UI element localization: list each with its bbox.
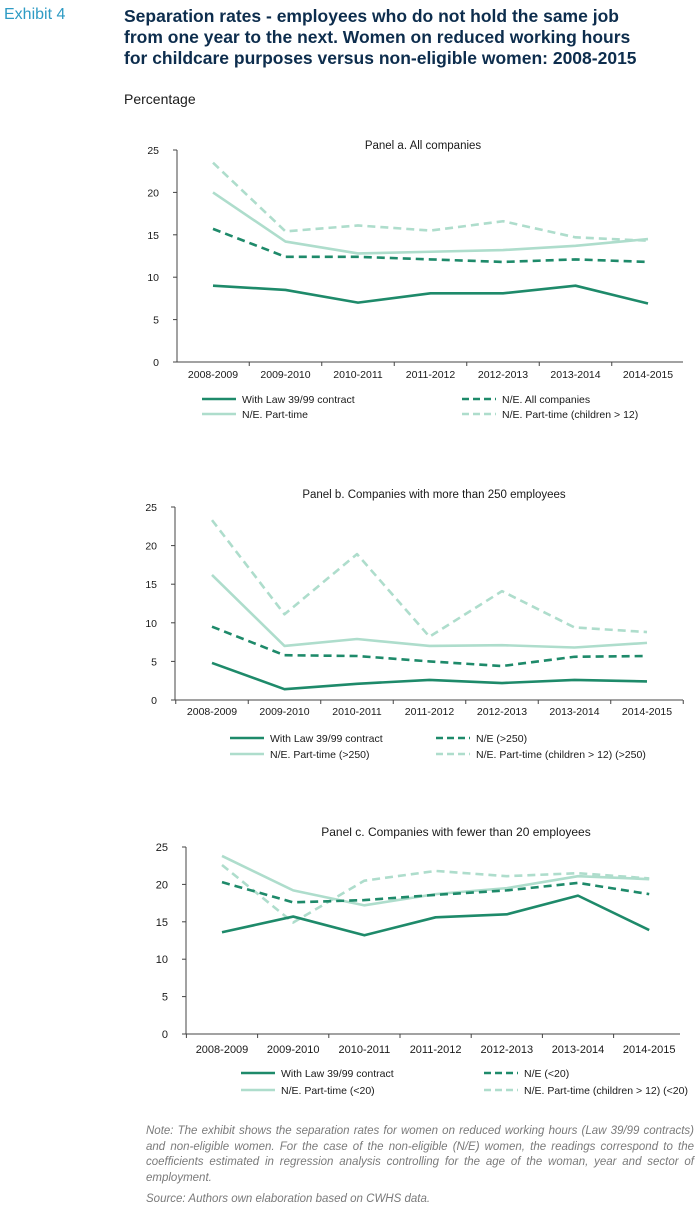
panel-b-y-tick-label: 5 [151, 656, 157, 668]
panel-a-x-tick-label: 2012-2013 [478, 369, 528, 381]
panel-a-y-tick-label: 10 [147, 272, 159, 284]
panel-c-x-tick-label: 2012-2013 [480, 1044, 533, 1056]
panel-b-x-tick-label: 2013-2014 [549, 706, 599, 718]
panel-b-x-tick-label: 2014-2015 [622, 706, 672, 718]
panel-a-x-tick-label: 2010-2011 [333, 369, 383, 381]
panel-a-x-tick-label: 2014-2015 [623, 369, 673, 381]
panel-a-legend-label-3: N/E. Part-time (children > 12) [502, 409, 638, 421]
panel-b-y-tick-label: 10 [145, 618, 157, 630]
panel-c-x-tick-label: 2014-2015 [623, 1044, 676, 1056]
source-note: Source: Authors own elaboration based on… [146, 1193, 431, 1205]
panel-c-x-tick-label: 2010-2011 [339, 1044, 391, 1056]
panel-b-x-tick-label: 2010-2011 [332, 706, 382, 718]
panel-c-legend-label-0: With Law 39/99 contract [281, 1068, 394, 1080]
panel-b-series-line-3 [210, 519, 648, 638]
panel-c-x-tick-label: 2009-2010 [267, 1044, 320, 1056]
panel-b-legend-label-3: N/E. Part-time (children > 12) (>250) [476, 749, 646, 761]
panel-a-x-tick-label: 2009-2010 [260, 369, 310, 381]
panel-a-series-line-3 [212, 161, 649, 243]
panel-a-chart: Panel a. All companies 0 5 10 15 20 25 2008-200… [147, 140, 683, 421]
panel-c-legend-label-2: N/E. Part-time (<20) [281, 1085, 375, 1097]
panel-c-series-line-3 [221, 863, 650, 924]
panel-c-y-tick-label: 15 [156, 917, 168, 929]
panel-c-chart: Panel c. Companies with fewer than 20 em… [156, 825, 688, 1097]
panel-a-legend-label-2: N/E. Part-time [242, 409, 308, 421]
panel-a-y-tick-label: 5 [153, 315, 159, 327]
panel-b-legend-label-0: With Law 39/99 contract [270, 733, 383, 745]
panel-a-y-tick-label: 20 [147, 187, 159, 199]
panel-c-y-tick-label: 5 [162, 992, 168, 1004]
panel-c-legend-label-3: N/E. Part-time (children > 12) (<20) [524, 1085, 688, 1097]
panel-b-y-tick-label: 20 [145, 541, 157, 553]
panel-c-y-tick-label: 0 [162, 1029, 168, 1041]
panel-c-legend-label-1: N/E (<20) [524, 1068, 569, 1080]
panel-c-y-tick-label: 20 [156, 879, 168, 891]
panel-b-y-tick-label: 15 [145, 579, 157, 591]
panel-b-series-line-0 [211, 661, 648, 691]
panel-a-series-line-0 [212, 284, 649, 305]
panel-b-series-line-1 [211, 625, 648, 668]
panel-b-series-line-2 [211, 574, 648, 649]
panel-b-chart: Panel b. Companies with more than 250 em… [145, 489, 684, 761]
panel-a-title: Panel a. All companies [365, 140, 482, 152]
panel-a-series-line-2 [212, 191, 649, 255]
panel-a-x-tick-label: 2011-2012 [406, 369, 456, 381]
panel-b-legend-label-1: N/E (>250) [476, 733, 527, 745]
panel-c-x-tick-label: 2013-2014 [552, 1044, 605, 1056]
panel-b-x-tick-label: 2008-2009 [187, 706, 237, 718]
panel-b-x-tick-label: 2009-2010 [259, 706, 309, 718]
panel-c-x-tick-label: 2011-2012 [410, 1044, 462, 1056]
panel-b-x-tick-label: 2012-2013 [477, 706, 527, 718]
panel-c-y-tick-label: 25 [156, 842, 168, 854]
panel-c-title: Panel c. Companies with fewer than 20 em… [321, 825, 590, 839]
panel-a-series-line-1 [212, 227, 649, 264]
panel-a-y-tick-label: 15 [147, 230, 159, 242]
panel-b-title: Panel b. Companies with more than 250 em… [302, 489, 566, 501]
panel-b-y-tick-label: 0 [151, 695, 157, 707]
panel-a-legend-label-1: N/E. All companies [502, 394, 590, 406]
panel-b-y-tick-label: 25 [145, 502, 157, 514]
unit-label: Percentage [124, 91, 196, 107]
exhibit-note: Note: The exhibit shows the separation r… [146, 1125, 694, 1184]
exhibit-title: Separation rates - employees who do not … [124, 6, 637, 68]
panel-a-x-tick-label: 2013-2014 [550, 369, 600, 381]
panel-b-legend-label-2: N/E. Part-time (>250) [270, 749, 370, 761]
panel-b-x-tick-label: 2011-2012 [405, 706, 455, 718]
panel-c-y-tick-label: 10 [156, 954, 168, 966]
panel-a-legend-label-0: With Law 39/99 contract [242, 394, 355, 406]
panel-a-y-tick-label: 25 [147, 145, 159, 157]
exhibit-label: Exhibit 4 [4, 6, 66, 23]
panel-c-series-line-2 [221, 854, 650, 907]
panel-c-x-tick-label: 2008-2009 [196, 1044, 249, 1056]
panel-a-x-tick-label: 2008-2009 [188, 369, 238, 381]
panel-a-y-tick-label: 0 [153, 357, 159, 369]
panel-c-series-line-0 [221, 894, 650, 937]
